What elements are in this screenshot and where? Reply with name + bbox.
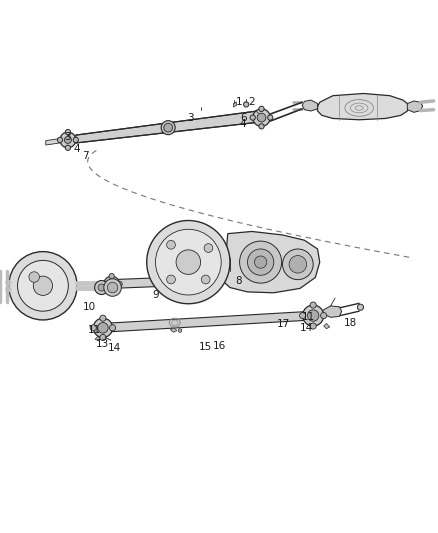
Circle shape xyxy=(29,272,39,282)
Polygon shape xyxy=(233,102,237,107)
Circle shape xyxy=(110,325,116,331)
Circle shape xyxy=(240,241,282,283)
Circle shape xyxy=(283,249,313,280)
Circle shape xyxy=(310,323,316,329)
Polygon shape xyxy=(323,306,342,317)
Circle shape xyxy=(178,329,182,332)
Text: 3: 3 xyxy=(187,112,194,123)
Circle shape xyxy=(9,252,77,320)
Text: 8: 8 xyxy=(235,276,242,286)
Circle shape xyxy=(166,240,175,249)
Circle shape xyxy=(250,115,255,120)
Polygon shape xyxy=(112,275,221,288)
Text: 3: 3 xyxy=(64,132,71,142)
Circle shape xyxy=(289,255,307,273)
Circle shape xyxy=(18,260,68,311)
Circle shape xyxy=(147,221,230,304)
Circle shape xyxy=(321,312,327,319)
Circle shape xyxy=(357,304,364,310)
Circle shape xyxy=(247,249,274,275)
Circle shape xyxy=(307,310,319,321)
Circle shape xyxy=(90,325,96,331)
Polygon shape xyxy=(95,336,101,341)
Text: 10: 10 xyxy=(83,302,96,312)
Circle shape xyxy=(98,322,108,333)
Polygon shape xyxy=(221,231,320,293)
Text: 14: 14 xyxy=(108,343,121,352)
Text: 7: 7 xyxy=(82,151,89,160)
Circle shape xyxy=(60,132,76,148)
Circle shape xyxy=(254,256,267,268)
Text: 17: 17 xyxy=(277,319,290,329)
Circle shape xyxy=(95,280,109,295)
Circle shape xyxy=(259,106,264,111)
Circle shape xyxy=(104,279,121,296)
Circle shape xyxy=(107,282,118,293)
Polygon shape xyxy=(324,324,330,329)
Polygon shape xyxy=(302,100,318,111)
Circle shape xyxy=(33,276,53,295)
Circle shape xyxy=(64,136,71,143)
Text: 9: 9 xyxy=(152,290,159,301)
Circle shape xyxy=(176,250,201,274)
Circle shape xyxy=(65,130,71,135)
Text: 14: 14 xyxy=(300,323,313,333)
Circle shape xyxy=(161,120,175,135)
Circle shape xyxy=(108,280,116,288)
Circle shape xyxy=(253,109,270,126)
Circle shape xyxy=(65,145,71,150)
Text: 13: 13 xyxy=(96,340,110,350)
Text: 4: 4 xyxy=(73,144,80,154)
Text: 11: 11 xyxy=(88,326,101,335)
Circle shape xyxy=(164,123,173,132)
Circle shape xyxy=(104,276,120,292)
Circle shape xyxy=(300,312,306,319)
Circle shape xyxy=(109,289,114,295)
Text: 15: 15 xyxy=(199,342,212,352)
Circle shape xyxy=(117,281,122,287)
Text: 18: 18 xyxy=(344,318,357,328)
Circle shape xyxy=(201,275,210,284)
Circle shape xyxy=(268,115,273,120)
Polygon shape xyxy=(407,101,423,112)
Circle shape xyxy=(259,124,264,129)
Polygon shape xyxy=(170,328,177,332)
Circle shape xyxy=(257,113,266,122)
Polygon shape xyxy=(102,311,314,332)
Text: 1: 1 xyxy=(235,97,242,107)
Circle shape xyxy=(57,138,63,142)
Circle shape xyxy=(98,284,105,291)
Text: 11: 11 xyxy=(302,312,315,322)
Text: 2: 2 xyxy=(248,97,255,107)
Circle shape xyxy=(303,305,324,326)
Circle shape xyxy=(73,138,78,142)
Text: 16: 16 xyxy=(213,341,226,351)
Text: 4: 4 xyxy=(240,119,247,128)
Circle shape xyxy=(109,273,114,279)
Circle shape xyxy=(100,334,106,341)
Circle shape xyxy=(101,281,106,287)
Circle shape xyxy=(166,275,175,284)
Circle shape xyxy=(310,302,316,308)
Circle shape xyxy=(204,244,213,253)
Circle shape xyxy=(155,229,221,295)
Polygon shape xyxy=(76,110,261,143)
Circle shape xyxy=(244,102,249,107)
Text: 6: 6 xyxy=(240,112,247,123)
Polygon shape xyxy=(46,138,66,145)
Circle shape xyxy=(93,318,113,337)
Polygon shape xyxy=(318,93,410,120)
Circle shape xyxy=(100,315,106,321)
